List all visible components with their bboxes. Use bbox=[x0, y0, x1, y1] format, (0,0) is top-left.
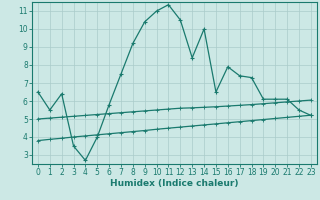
X-axis label: Humidex (Indice chaleur): Humidex (Indice chaleur) bbox=[110, 179, 239, 188]
